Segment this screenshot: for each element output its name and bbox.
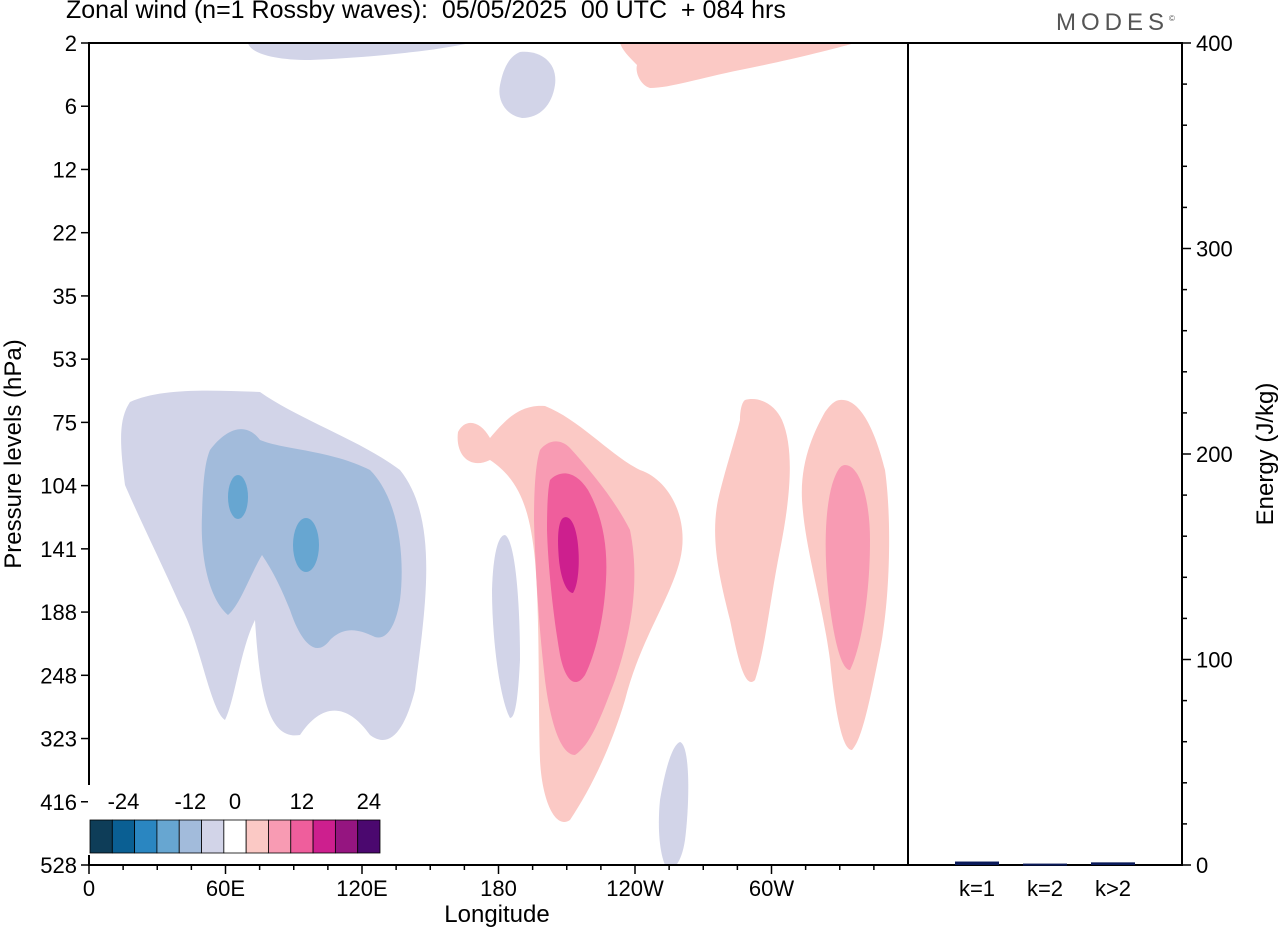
contour-negative-top-left [248, 43, 470, 60]
y-tick-label: 248 [40, 663, 77, 688]
energy-bar [1023, 863, 1067, 866]
y-tick-label: 528 [40, 853, 77, 878]
y-tick-label: 75 [53, 410, 77, 435]
colorbar-tick-label: 24 [357, 789, 381, 814]
energy-bar [955, 861, 999, 865]
colorbar-swatch [156, 819, 180, 854]
brand-logo-text: MODES [1056, 9, 1170, 36]
y-axis-ticks: 2 6 12 22 35 53 75 104 141 188 248 323 416 528 [40, 31, 89, 878]
x-tick-label: 120W [606, 876, 664, 901]
energy-plot-frame [907, 42, 1183, 866]
y-tick-label: 188 [40, 600, 77, 625]
y-tick-label: 35 [53, 284, 77, 309]
energy-axis-ticks: 0 100 200 300 400 [1182, 31, 1233, 878]
energy-bar [1091, 862, 1135, 865]
brand-logo: MODES© [1056, 9, 1175, 36]
energy-category-label: k=1 [959, 876, 995, 901]
y-tick-label: 6 [65, 94, 77, 119]
contour-fields [121, 43, 890, 865]
colorbar-swatch [223, 819, 247, 854]
x-axis-title: Longitude [444, 901, 549, 928]
x-tick-label: 60E [206, 876, 245, 901]
contour-positive-east-a [715, 399, 790, 682]
contour-negative-top-mid [499, 51, 556, 118]
colorbar-swatch [201, 819, 225, 854]
energy-bar-panel: 0 100 200 300 400 k=1 k=2 k>2 [907, 31, 1233, 901]
colorbar-swatch [134, 819, 158, 854]
energy-tick-label: 100 [1196, 648, 1233, 673]
colorbar-swatch [245, 819, 269, 854]
colorbar-swatch [357, 819, 381, 854]
colorbar-swatch [312, 819, 336, 854]
colorbar-swatch [290, 819, 314, 854]
y-tick-label: 53 [53, 347, 77, 372]
colorbar-tick-label: -24 [108, 789, 140, 814]
x-tick-label: 120E [336, 876, 387, 901]
x-tick-label: 60W [749, 876, 794, 901]
y-axis-title: Pressure levels (hPa) [0, 339, 27, 568]
y-tick-label: 323 [40, 727, 77, 752]
colorbar-tick-label: -12 [174, 789, 206, 814]
contour-positive-top-right [620, 43, 855, 88]
energy-axis-title: Energy (J/kg) [1252, 383, 1279, 526]
y-tick-label: 104 [40, 474, 77, 499]
energy-category-label: k>2 [1095, 876, 1131, 901]
colorbar-tick-label: 12 [290, 789, 314, 814]
y-tick-label: 12 [53, 157, 77, 182]
energy-tick-label: 300 [1196, 237, 1233, 262]
y-tick-label: 22 [53, 221, 77, 246]
colorbar-swatch [89, 819, 113, 854]
y-tick-label: 141 [40, 537, 77, 562]
contour-negative-bottom-strip [658, 742, 689, 865]
contour-negative-west-core-b [293, 518, 319, 572]
energy-tick-label: 400 [1196, 31, 1233, 56]
contour-negative-mid-strip [492, 535, 520, 718]
colorbar-swatch [334, 819, 359, 854]
x-axis-ticks: 0 60E 120E 180 120W 60W [83, 865, 875, 901]
contour-positive-east-b-inner [825, 465, 870, 670]
y-tick-label: 416 [40, 790, 77, 815]
colorbar-tick-label: 0 [229, 789, 241, 814]
colorbar-legend: -24 -12 0 12 24 [88, 785, 382, 855]
contour-plot-area: 2 6 12 22 35 53 75 104 141 188 248 323 416 528 0 60E 12… [40, 31, 909, 901]
y-tick-label: 2 [65, 31, 77, 56]
colorbar-swatch [111, 819, 136, 854]
page-title: Zonal wind (n=1 Rossby waves): 05/05/202… [66, 0, 786, 24]
energy-tick-label: 200 [1196, 442, 1233, 467]
x-tick-label: 0 [83, 876, 95, 901]
energy-tick-label: 0 [1196, 853, 1208, 878]
colorbar-swatch [268, 819, 292, 854]
energy-category-label: k=2 [1027, 876, 1063, 901]
colorbar-swatch [178, 819, 202, 854]
contour-positive-central-core [558, 517, 579, 593]
energy-category-labels: k=1 k=2 k>2 [959, 876, 1131, 901]
contour-negative-west-core-a [228, 475, 248, 519]
energy-bars [955, 861, 1135, 866]
x-tick-label: 180 [480, 876, 517, 901]
